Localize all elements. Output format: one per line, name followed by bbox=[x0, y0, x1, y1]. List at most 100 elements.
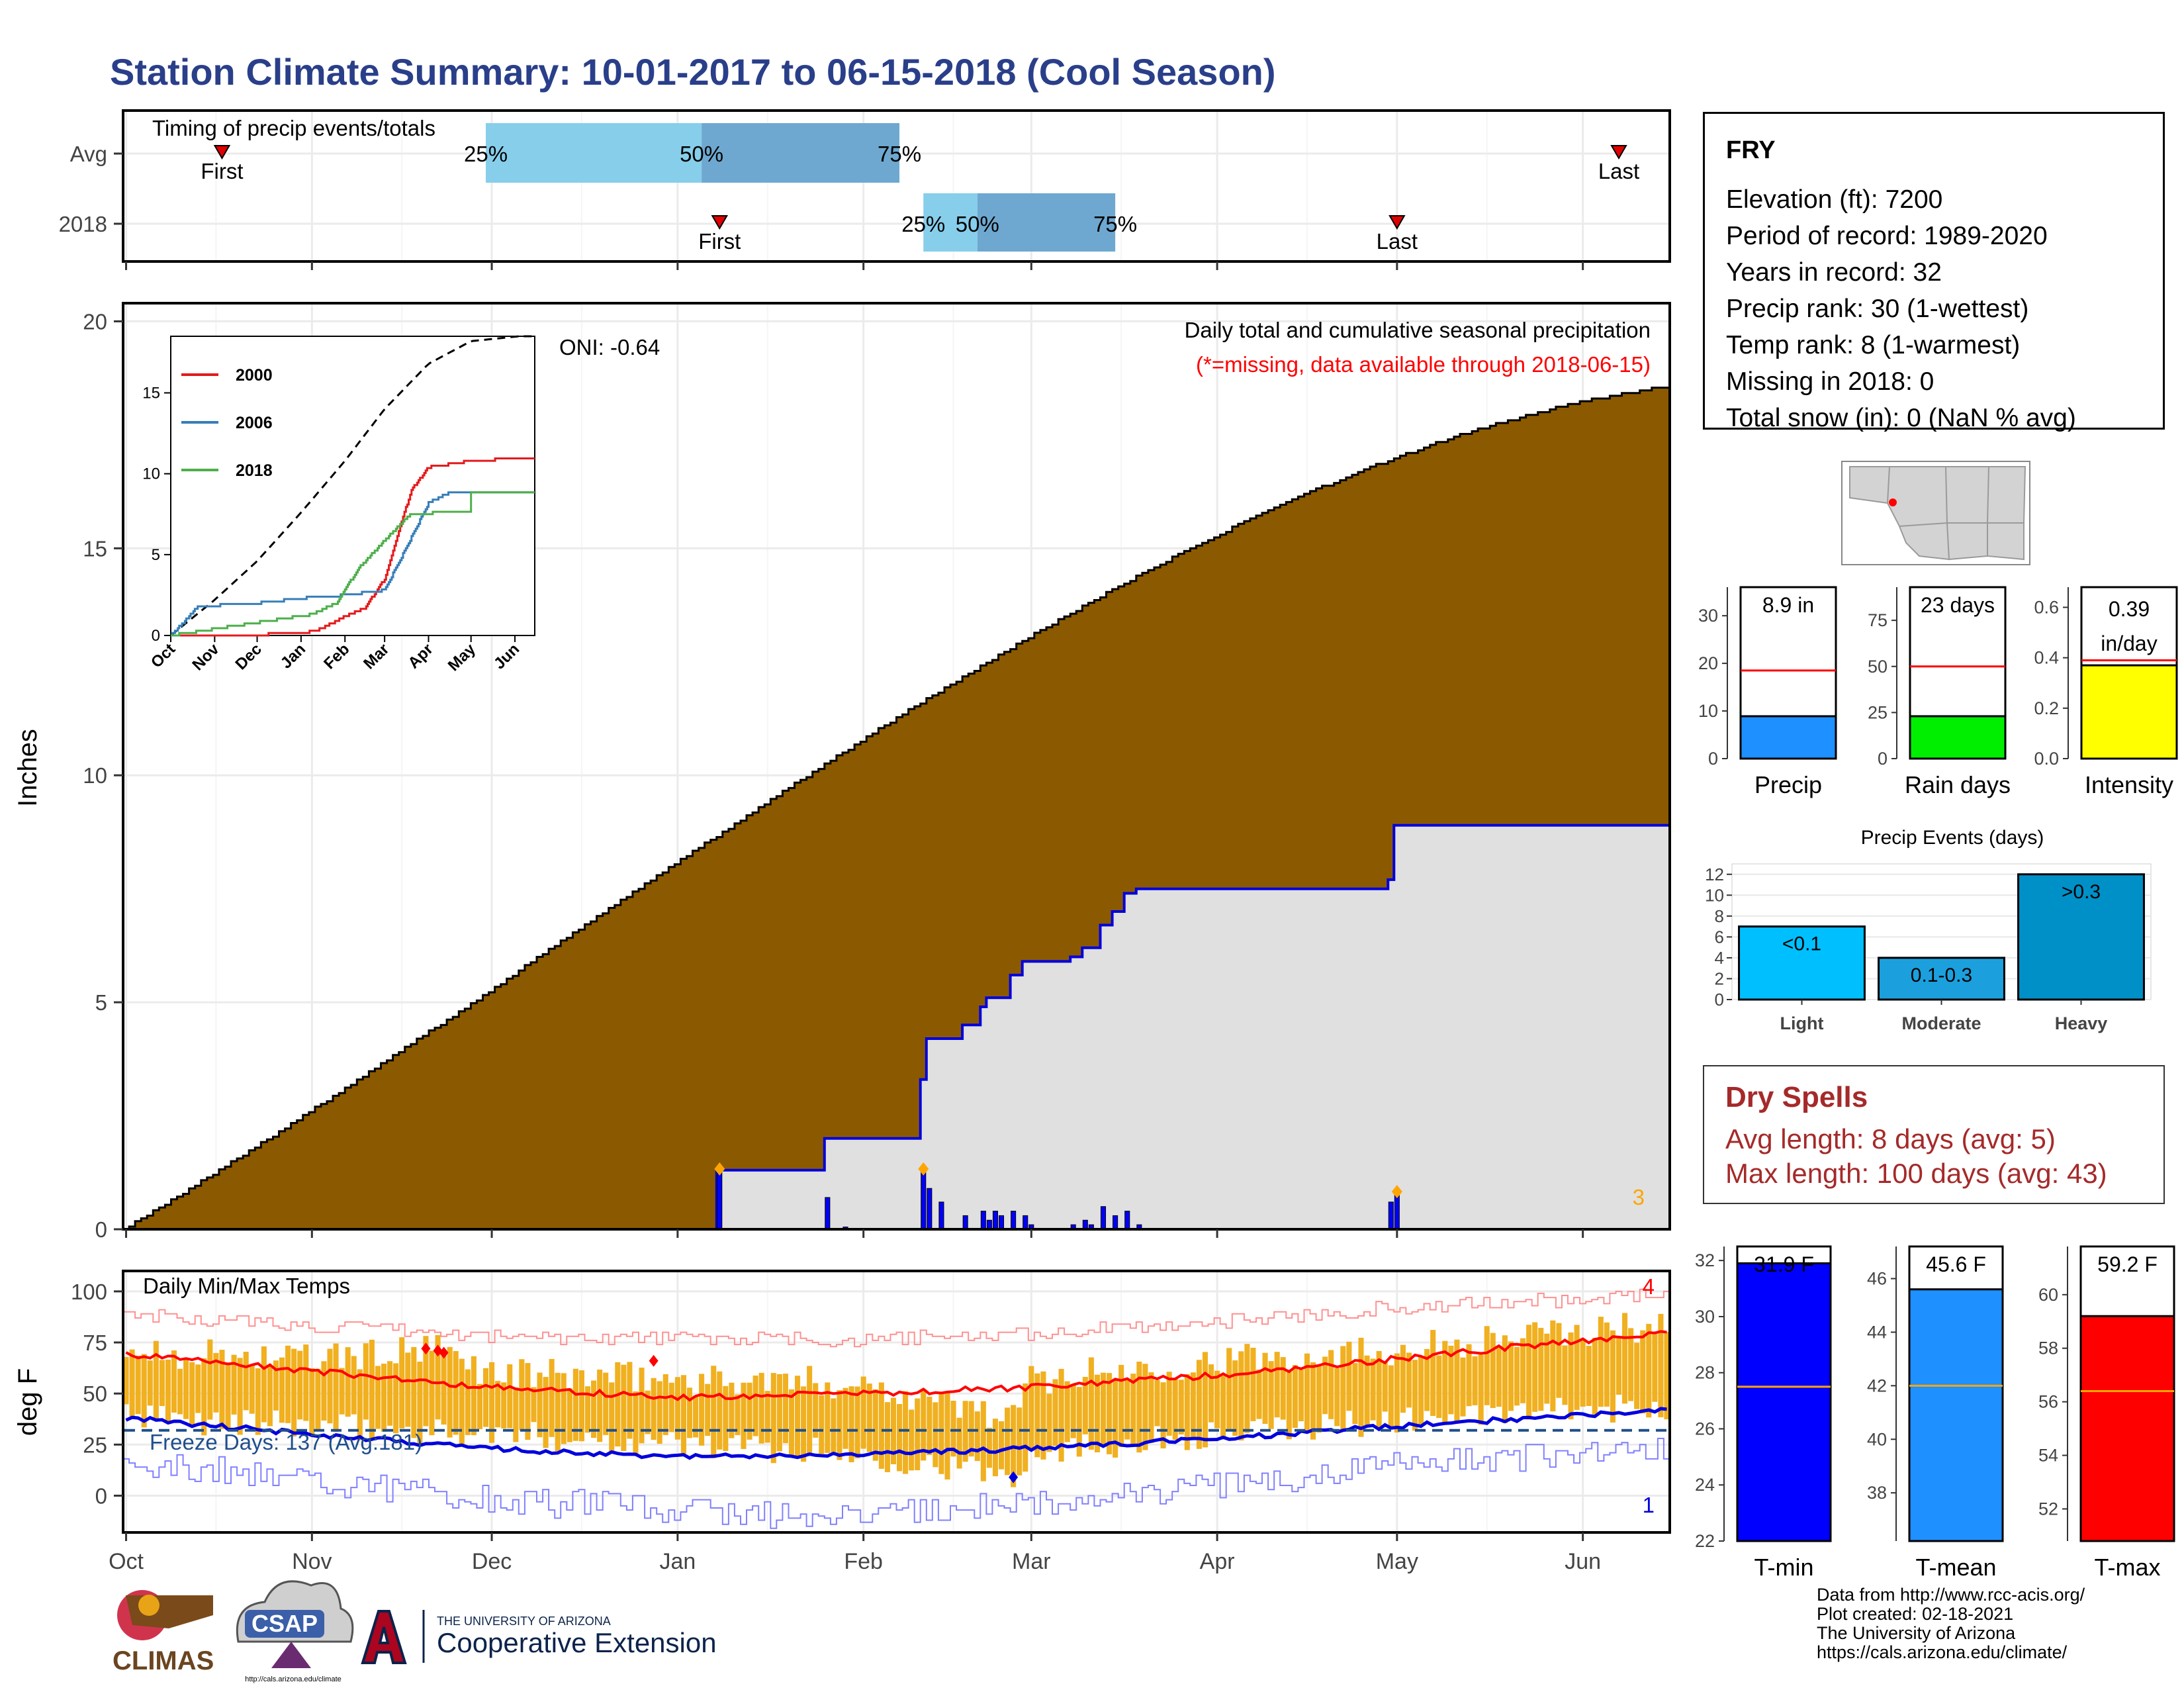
temp-x-tick-label: Dec bbox=[472, 1549, 512, 1574]
daily-temp-range-bar bbox=[519, 1359, 525, 1430]
daily-temp-range-bar bbox=[680, 1375, 686, 1454]
daily-temp-range-bar bbox=[621, 1364, 627, 1451]
precip-y-tick-label: 0 bbox=[1708, 749, 1718, 769]
precip-value-bar bbox=[1739, 715, 1837, 760]
daily-precip-bar bbox=[980, 1211, 986, 1230]
daily-temp-range-bar bbox=[225, 1363, 231, 1430]
credit-data-source: Data from http://www.rcc-acis.org/ bbox=[1817, 1585, 2085, 1605]
daily-temp-range-bar bbox=[903, 1391, 909, 1474]
temp-x-tick-label: Oct bbox=[109, 1549, 144, 1574]
daily-temp-range-bar bbox=[1364, 1355, 1370, 1427]
daily-temp-range-bar bbox=[1226, 1348, 1232, 1430]
tmean-y-tick-label: 38 bbox=[1867, 1483, 1887, 1503]
tmax-y-tick-label: 56 bbox=[2038, 1392, 2058, 1412]
first-event-label: First bbox=[201, 159, 243, 183]
daily-temp-range-bar bbox=[1436, 1355, 1442, 1419]
daily-temp-range-bar bbox=[1502, 1335, 1508, 1423]
tmax-y-tick-label: 60 bbox=[2038, 1285, 2058, 1305]
daily-temp-range-bar bbox=[1550, 1320, 1556, 1412]
daily-temp-range-bar bbox=[909, 1409, 915, 1471]
tmean-y-tick-label: 46 bbox=[1867, 1269, 1887, 1289]
daily-temp-range-bar bbox=[1208, 1364, 1214, 1423]
daily-temp-range-bar bbox=[315, 1368, 321, 1430]
daily-temp-range-bar bbox=[555, 1372, 561, 1452]
daily-temp-range-bar bbox=[1328, 1350, 1334, 1419]
credit-url: https://cals.arizona.edu/climate/ bbox=[1817, 1642, 2068, 1662]
daily-temp-range-bar bbox=[956, 1417, 962, 1469]
events-y-tick-label: 4 bbox=[1715, 948, 1724, 968]
record-min-temp-line bbox=[123, 1438, 1670, 1529]
daily-temp-range-bar bbox=[147, 1360, 153, 1406]
daily-temp-range-bar bbox=[1005, 1407, 1011, 1476]
precip-y-tick-label: 0 bbox=[95, 1217, 107, 1242]
daily-temp-range-bar bbox=[639, 1368, 645, 1444]
ua-logo: THE UNIVERSITY OF ARIZONA Cooperative Ex… bbox=[361, 1610, 717, 1664]
daily-temp-range-bar bbox=[129, 1349, 135, 1419]
daily-temp-range-bar bbox=[183, 1358, 189, 1419]
tmean-value-label: 45.6 F bbox=[1926, 1252, 1986, 1276]
temp-frame-bg bbox=[123, 1271, 1670, 1532]
daily-temp-range-bar bbox=[1220, 1376, 1226, 1440]
daily-temp-range-bar bbox=[1196, 1360, 1202, 1449]
temp-y-label: deg F bbox=[13, 1368, 42, 1436]
temp-y-tick-label: 25 bbox=[83, 1432, 107, 1457]
intensity-y-tick-label: 0.2 bbox=[2034, 698, 2059, 718]
daily-temp-range-bar bbox=[1040, 1371, 1046, 1460]
daily-temp-range-bar bbox=[141, 1354, 147, 1428]
events-y-tick-label: 12 bbox=[1705, 865, 1724, 884]
daily-temp-range-bar bbox=[369, 1339, 375, 1440]
daily-temp-range-bar bbox=[1478, 1354, 1484, 1425]
events-y-tick-label: 10 bbox=[1705, 885, 1724, 905]
quartile-label-75: 75% bbox=[878, 142, 921, 166]
events-y-tick-label: 8 bbox=[1715, 906, 1724, 926]
quartile-bar-50-75 bbox=[702, 123, 900, 183]
daily-temp-range-bar bbox=[1100, 1372, 1107, 1446]
daily-temp-range-bar bbox=[1352, 1363, 1358, 1425]
daily-temp-range-bar bbox=[1256, 1369, 1262, 1419]
daily-temp-range-bar bbox=[1113, 1378, 1118, 1458]
precip-panel: 0 5 10 15 20 Inches Daily total and cumulati… bbox=[13, 302, 1671, 1242]
climas-logo: CLIMAS bbox=[113, 1590, 214, 1675]
daily-temp-range-bar bbox=[1298, 1370, 1304, 1422]
daily-temp-range-bar bbox=[1088, 1357, 1094, 1450]
daily-temp-range-bar bbox=[915, 1398, 921, 1471]
daily-temp-range-bar bbox=[729, 1382, 735, 1438]
daily-temp-range-bar bbox=[1400, 1344, 1406, 1413]
daily-temp-range-bar bbox=[878, 1382, 884, 1469]
intensity-y-tick-label: 0.4 bbox=[2034, 648, 2059, 668]
intensity-value-bar bbox=[2080, 664, 2178, 760]
daily-temp-range-bar bbox=[597, 1369, 603, 1442]
credits: Data from http://www.rcc-acis.org/ Plot … bbox=[1817, 1585, 2085, 1662]
daily-temp-range-bar bbox=[189, 1362, 195, 1427]
daily-temp-range-bar bbox=[1538, 1327, 1544, 1411]
daily-temp-range-bar bbox=[1262, 1352, 1268, 1424]
tmean-value-bar bbox=[1908, 1288, 2004, 1542]
daily-temp-range-bar bbox=[584, 1386, 591, 1433]
daily-temp-range-bar bbox=[1544, 1333, 1550, 1404]
daily-temp-range-bar bbox=[411, 1346, 417, 1438]
daily-temp-range-bar bbox=[537, 1372, 543, 1438]
daily-temp-range-bar bbox=[1052, 1379, 1058, 1446]
tmin-axis-label: T-min bbox=[1754, 1554, 1814, 1581]
inset-series-line-2006 bbox=[171, 491, 535, 637]
tmax-axis-label: T-max bbox=[2094, 1554, 2160, 1581]
daily-temp-range-bar bbox=[345, 1347, 351, 1417]
temp-heading: Daily Min/Max Temps bbox=[143, 1274, 350, 1298]
daily-temp-range-bar bbox=[1214, 1370, 1220, 1429]
daily-temp-range-bar bbox=[1394, 1353, 1400, 1433]
daily-temp-range-bar bbox=[686, 1387, 693, 1438]
intensity-axis-label: Intensity bbox=[2085, 771, 2173, 798]
daily-temp-range-bar bbox=[321, 1361, 327, 1421]
daily-temp-range-bar bbox=[243, 1352, 249, 1411]
csap-wordmark: CSAP bbox=[251, 1610, 318, 1637]
temp-y-tick-label: 0 bbox=[95, 1483, 107, 1508]
daily-temp-range-bar bbox=[986, 1427, 992, 1468]
daily-temp-range-bar bbox=[1250, 1348, 1256, 1421]
daily-temp-range-bar bbox=[668, 1382, 674, 1432]
daily-temp-range-bar bbox=[933, 1402, 938, 1468]
daily-temp-range-bar bbox=[1202, 1352, 1208, 1448]
climas-emblem-mark bbox=[126, 1595, 213, 1628]
